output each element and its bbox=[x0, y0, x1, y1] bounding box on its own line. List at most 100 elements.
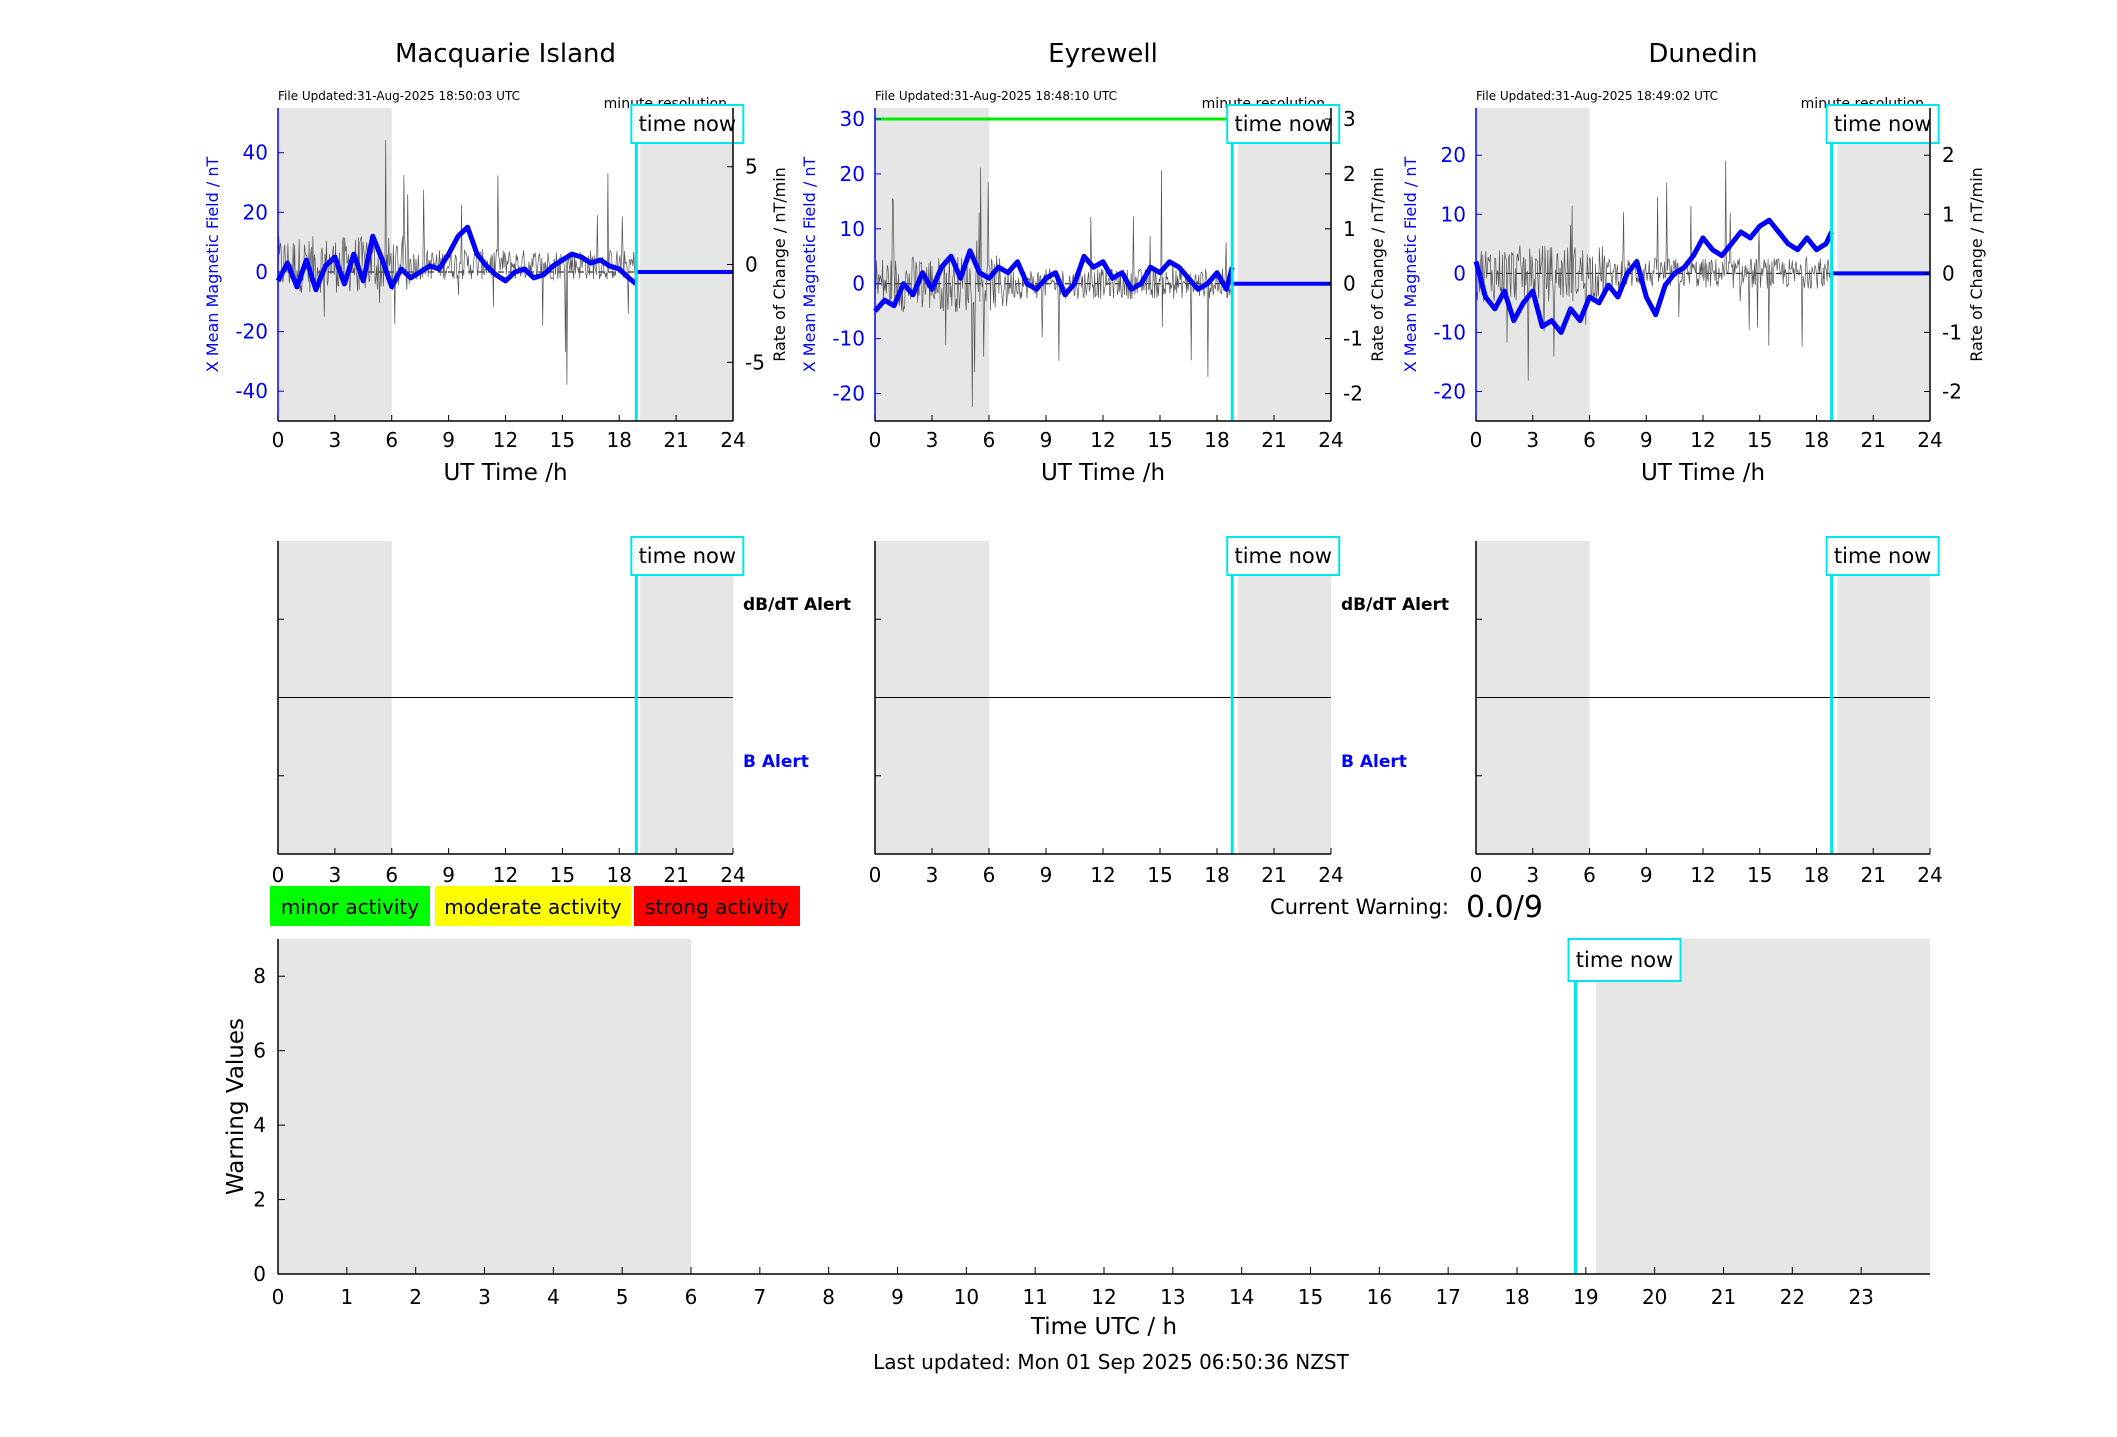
y-tick-label: 6 bbox=[253, 1039, 266, 1063]
right-tick-label: -2 bbox=[1942, 379, 1962, 403]
right-tick-label: 1 bbox=[1343, 217, 1356, 241]
rate-of-change-trace bbox=[277, 139, 637, 385]
x-tick-label: 0 bbox=[869, 863, 882, 887]
left-axis-label: X Mean Magnetic Field / nT bbox=[203, 157, 222, 373]
x-tick-label: 24 bbox=[1917, 863, 1942, 887]
b-alert-label: B Alert bbox=[1341, 752, 1407, 772]
left-tick-label: 0 bbox=[852, 272, 865, 296]
footer-last-updated: Last updated: Mon 01 Sep 2025 06:50:36 N… bbox=[873, 1350, 1349, 1374]
time-now-label: time now bbox=[1234, 112, 1331, 136]
time-now-box bbox=[630, 536, 745, 576]
x-tick-label: 24 bbox=[1917, 428, 1942, 452]
legend-swatch bbox=[634, 886, 800, 926]
night-shade bbox=[1237, 108, 1331, 421]
legend-swatch bbox=[435, 886, 631, 926]
x-tick-label: 12 bbox=[493, 428, 518, 452]
x-tick-label: 21 bbox=[663, 428, 688, 452]
left-tick-label: 0 bbox=[1453, 261, 1466, 285]
time-now-label: time now bbox=[1234, 544, 1331, 568]
legend-label: moderate activity bbox=[444, 895, 622, 919]
left-tick-label: 30 bbox=[840, 107, 865, 131]
left-tick-label: 40 bbox=[243, 141, 268, 165]
time-now-box bbox=[1567, 938, 1682, 982]
file-updated-label: File Updated:31-Aug-2025 18:48:10 UTC bbox=[875, 89, 1117, 103]
x-tick-label: 21 bbox=[663, 863, 688, 887]
x-tick-label: 16 bbox=[1367, 1285, 1392, 1309]
x-tick-label: 13 bbox=[1160, 1285, 1185, 1309]
file-updated-label: File Updated:31-Aug-2025 18:50:03 UTC bbox=[278, 89, 520, 103]
x-tick-label: 3 bbox=[329, 428, 342, 452]
time-now-box bbox=[1226, 536, 1341, 576]
x-tick-label: 18 bbox=[1804, 863, 1829, 887]
station-title: Macquarie Island bbox=[395, 39, 616, 69]
right-tick-label: -1 bbox=[1343, 327, 1363, 351]
y-tick-label: 2 bbox=[253, 1188, 266, 1212]
y-axis-label: Warning Values bbox=[223, 1018, 249, 1195]
x-tick-label: 17 bbox=[1435, 1285, 1460, 1309]
x-tick-label: 21 bbox=[1261, 428, 1286, 452]
left-tick-label: -40 bbox=[235, 379, 268, 403]
left-tick-label: 0 bbox=[255, 260, 268, 284]
x-tick-label: 22 bbox=[1780, 1285, 1805, 1309]
x-tick-label: 23 bbox=[1848, 1285, 1873, 1309]
x-tick-label: 18 bbox=[607, 428, 632, 452]
station-panel: Eyrewell File Updated:31-Aug-2025 18:48:1… bbox=[800, 39, 1449, 887]
x-axis-label: UT Time /h bbox=[443, 460, 567, 486]
right-axis-label: Rate of Change / nT/min bbox=[770, 167, 789, 362]
x-tick-label: 18 bbox=[1804, 428, 1829, 452]
rate-of-change-trace bbox=[1475, 160, 1832, 381]
x-axis-label: Time UTC / h bbox=[1030, 1314, 1177, 1340]
left-tick-label: 10 bbox=[840, 217, 865, 241]
right-tick-label: -5 bbox=[745, 350, 765, 374]
x-tick-label: 24 bbox=[720, 428, 745, 452]
x-tick-label: 21 bbox=[1261, 863, 1286, 887]
x-tick-label: 9 bbox=[1640, 863, 1653, 887]
time-now-box bbox=[630, 104, 745, 144]
x-tick-label: 3 bbox=[478, 1285, 491, 1309]
x-tick-label: 6 bbox=[385, 428, 398, 452]
legend-swatch bbox=[270, 886, 430, 926]
x-axis-label: UT Time /h bbox=[1641, 460, 1765, 486]
x-tick-label: 0 bbox=[272, 1285, 285, 1309]
right-tick-label: 0 bbox=[745, 253, 758, 277]
x-tick-label: 12 bbox=[1090, 863, 1115, 887]
right-tick-label: 0 bbox=[1942, 261, 1955, 285]
left-tick-label: -10 bbox=[832, 327, 865, 351]
left-tick-label: -10 bbox=[1433, 320, 1466, 344]
night-shade bbox=[278, 939, 691, 1274]
x-tick-label: 15 bbox=[1298, 1285, 1323, 1309]
x-tick-label: 7 bbox=[753, 1285, 766, 1309]
dbdt-alert-label: dB/dT Alert bbox=[743, 595, 851, 615]
alert-panel: time now 0 3 6 9 12 15 18 21 24 bbox=[1470, 536, 1943, 887]
time-now-label: time now bbox=[1576, 948, 1673, 972]
station-panel: Macquarie Island File Updated:31-Aug-2025… bbox=[203, 39, 851, 887]
night-shade bbox=[640, 108, 733, 421]
x-tick-label: 21 bbox=[1861, 863, 1886, 887]
x-tick-label: 9 bbox=[1640, 428, 1653, 452]
x-tick-label: 6 bbox=[983, 428, 996, 452]
x-tick-label: 15 bbox=[1147, 863, 1172, 887]
legend-moderate-activity: moderate activity bbox=[435, 886, 631, 926]
legend-strong-activity: strong activity bbox=[634, 886, 800, 926]
x-tick-label: 3 bbox=[1526, 863, 1539, 887]
x-tick-label: 15 bbox=[550, 428, 575, 452]
time-now-label: time now bbox=[639, 544, 736, 568]
y-tick-label: 0 bbox=[253, 1262, 266, 1286]
station-panel: Dunedin File Updated:31-Aug-2025 18:49:02… bbox=[1401, 39, 1986, 887]
left-tick-label: -20 bbox=[832, 382, 865, 406]
right-tick-label: 3 bbox=[1343, 107, 1356, 131]
x-tick-label: 3 bbox=[926, 863, 939, 887]
station-panels: Macquarie Island File Updated:31-Aug-2025… bbox=[203, 39, 1986, 887]
x-tick-label: 5 bbox=[616, 1285, 629, 1309]
left-tick-label: 20 bbox=[840, 162, 865, 186]
x-tick-label: 9 bbox=[1040, 428, 1053, 452]
x-tick-label: 8 bbox=[822, 1285, 835, 1309]
x-tick-label: 9 bbox=[1040, 863, 1053, 887]
x-tick-label: 1 bbox=[340, 1285, 353, 1309]
left-axis-label: X Mean Magnetic Field / nT bbox=[800, 157, 819, 373]
right-tick-label: 2 bbox=[1343, 162, 1356, 186]
x-tick-label: 2 bbox=[409, 1285, 422, 1309]
left-axis-label: X Mean Magnetic Field / nT bbox=[1401, 157, 1420, 373]
x-tick-label: 18 bbox=[1204, 863, 1229, 887]
